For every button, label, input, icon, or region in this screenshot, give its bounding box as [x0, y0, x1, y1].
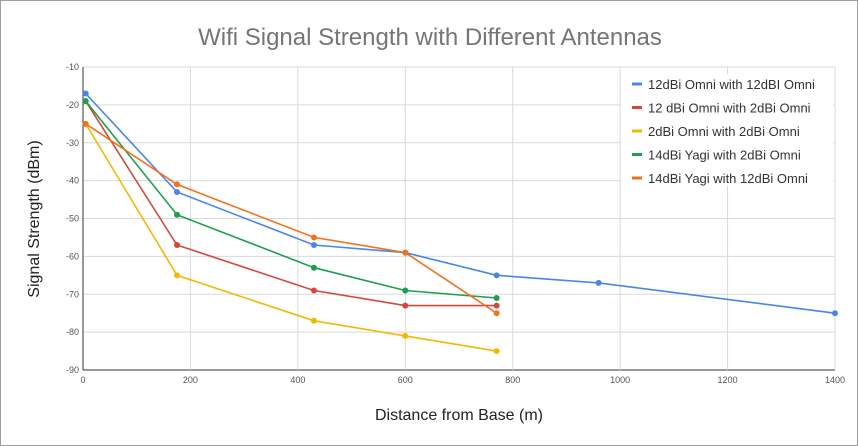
data-point — [493, 272, 500, 279]
series-line — [85, 123, 497, 352]
y-tick-label: -60 — [66, 251, 79, 261]
data-point — [493, 302, 500, 309]
y-tick-label: -80 — [66, 327, 79, 337]
data-point — [493, 295, 500, 302]
y-tick-label: -40 — [66, 176, 79, 186]
legend-label: 12 dBi Omni with 2dBi Omni — [648, 101, 811, 116]
y-tick-label: -10 — [66, 62, 79, 72]
legend-label: 14dBi Yagi with 2dBi Omni — [648, 148, 801, 163]
y-tick-label: -90 — [66, 365, 79, 375]
data-point — [82, 98, 89, 105]
y-axis-title: Signal Strength (dBm) — [26, 140, 43, 297]
y-tick-label: -70 — [66, 289, 79, 299]
data-point — [310, 234, 317, 241]
data-point — [493, 348, 500, 355]
data-point — [493, 310, 500, 317]
data-point — [595, 279, 602, 286]
data-point — [832, 310, 838, 317]
data-point — [82, 120, 89, 127]
data-point — [174, 181, 180, 188]
y-tick-label: -50 — [66, 214, 79, 224]
legend-label: 2dBi Omni with 2dBi Omni — [648, 124, 800, 139]
x-axis-title: Distance from Base (m) — [375, 407, 543, 424]
axis-ticks: -10 -20 -30 -40 -50 -60 -70 -80 -900 200 400 600 800… — [66, 62, 845, 385]
data-point — [402, 287, 409, 294]
chart-title: Wifi Signal Strength with Different Ante… — [198, 24, 662, 51]
series-points — [82, 90, 838, 355]
data-point — [174, 242, 180, 249]
x-tick-label: 1000 — [610, 375, 630, 385]
x-tick-label: 800 — [505, 375, 520, 385]
x-tick-label: 1200 — [718, 375, 738, 385]
data-point — [402, 332, 409, 339]
data-point — [174, 272, 180, 279]
data-point — [174, 188, 180, 195]
x-tick-label: 0 — [80, 375, 85, 385]
x-tick-label: 600 — [398, 375, 413, 385]
data-point — [402, 249, 409, 256]
x-tick-label: 200 — [183, 375, 198, 385]
data-point — [82, 90, 89, 97]
data-point — [174, 211, 180, 218]
legend-background — [621, 74, 833, 186]
x-tick-label: 400 — [290, 375, 305, 385]
data-point — [310, 264, 317, 271]
grid — [82, 66, 836, 371]
legend-label: 12dBi Omni with 12dBI Omni — [648, 77, 815, 92]
x-tick-label: 1400 — [825, 375, 845, 385]
y-tick-label: -30 — [66, 138, 79, 148]
data-point — [402, 302, 409, 309]
series-line — [85, 100, 497, 307]
data-point — [310, 287, 317, 294]
data-point — [310, 242, 317, 249]
legend-label: 14dBi Yagi with 12dBi Omni — [648, 171, 808, 186]
y-tick-label: -20 — [66, 100, 79, 110]
data-point — [310, 317, 317, 324]
legend: 12dBi Omni with 12dBI Omni 12 dBi Omni wi… — [621, 74, 833, 186]
